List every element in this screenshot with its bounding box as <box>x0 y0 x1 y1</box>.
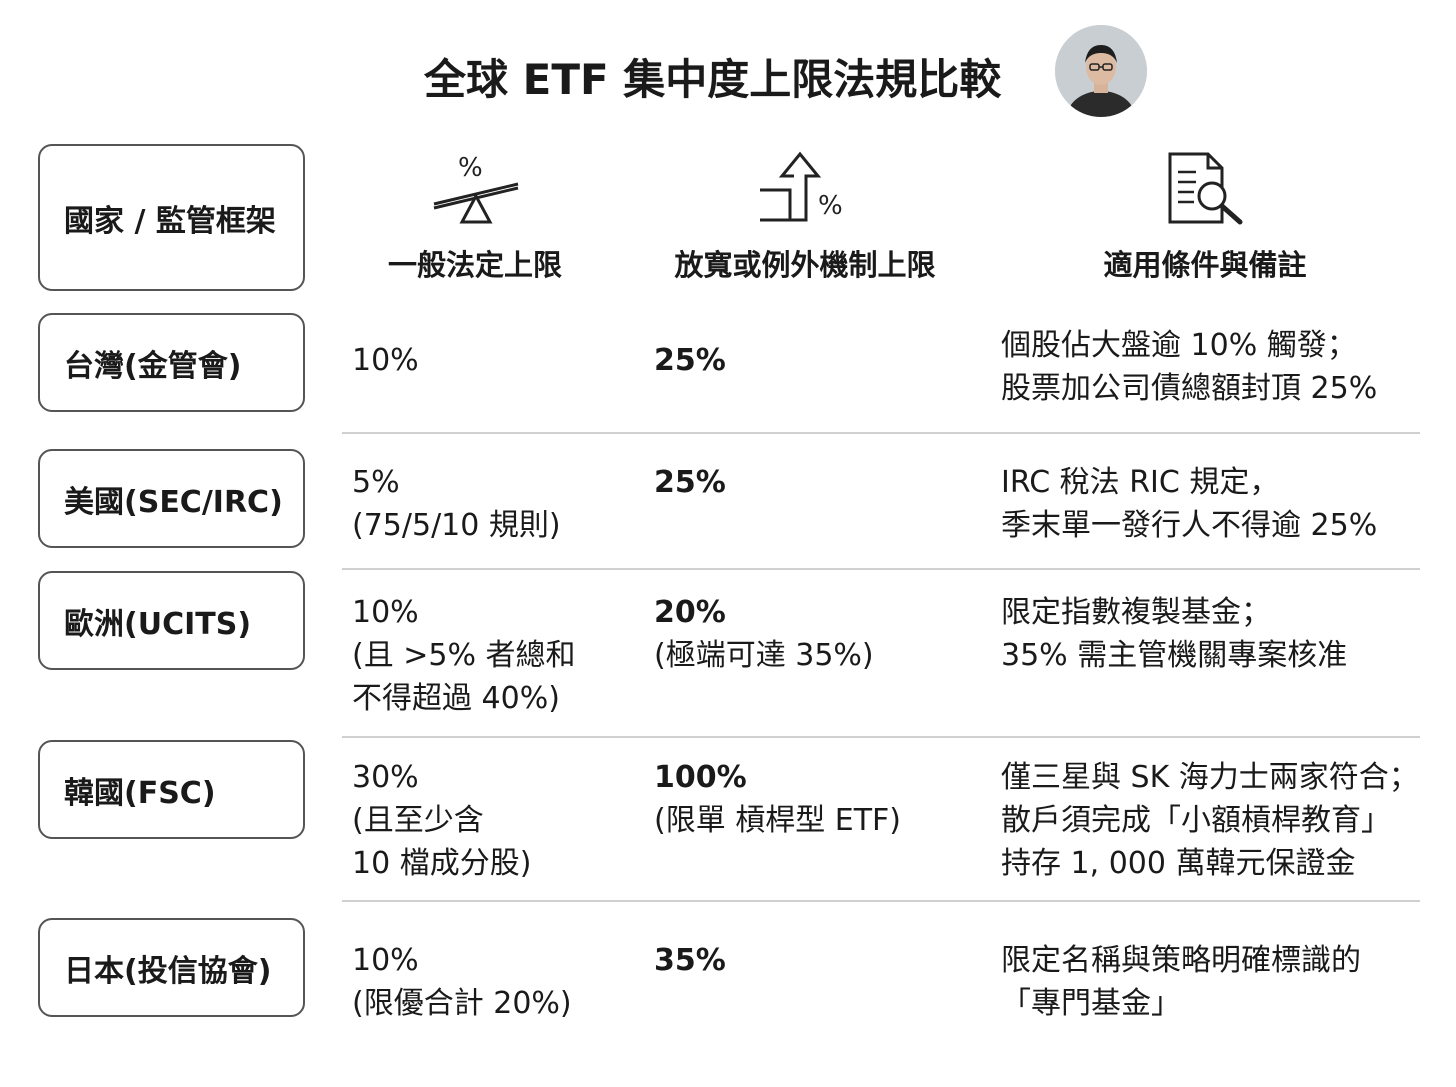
notes-cell: IRC 稅法 RIC 規定， 季末單一發行人不得逾 25% <box>1001 465 1378 543</box>
row-label-box-usa: 美國(SEC/IRC) <box>38 449 305 548</box>
country-label: 歐洲(UCITS) <box>64 606 252 642</box>
header-label: 國家 / 監管框架 <box>64 203 276 239</box>
document-search-icon <box>1166 150 1248 232</box>
relaxed-limit-cell: 25% <box>654 465 726 500</box>
row-label-box-korea: 韓國(FSC) <box>38 740 305 839</box>
scale-percent-icon: % <box>428 150 524 232</box>
relaxed-limit-cell: 100% (限單 槓桿型 ETF) <box>654 760 902 838</box>
country-label: 台灣(金管會) <box>64 348 242 384</box>
row-label-box-japan: 日本(投信協會) <box>38 918 305 1017</box>
general-limit-cell: 10% (且 >5% 者總和 不得超過 40%) <box>352 595 576 716</box>
notes-cell: 限定指數複製基金； 35% 需主管機關專案核准 <box>1001 595 1348 673</box>
notes-cell: 限定名稱與策略明確標識的 「專門基金」 <box>1001 943 1361 1021</box>
notes-cell: 個股佔大盤逾 10% 觸發； 股票加公司債總額封頂 25% <box>1001 328 1378 406</box>
relaxed-limit-cell: 25% <box>654 343 726 378</box>
arrow-up-percent-icon: % <box>756 150 852 232</box>
header-label-box: 國家 / 監管框架 <box>38 144 305 291</box>
general-limit-cell: 30% (且至少含 10 檔成分股) <box>352 760 532 881</box>
row-divider <box>342 568 1420 570</box>
avatar <box>1055 25 1147 117</box>
column-header-relaxed: 放寬或例外機制上限 <box>674 248 936 282</box>
relaxed-limit-cell: 35% <box>654 943 726 978</box>
row-divider <box>342 736 1420 738</box>
general-limit-cell: 10% (限優合計 20%) <box>352 943 572 1021</box>
country-label: 美國(SEC/IRC) <box>64 484 283 520</box>
notes-cell: 僅三星與 SK 海力士兩家符合； 散戶須完成「小額槓桿教育」 持存 1, 000… <box>1001 760 1419 881</box>
row-divider <box>342 900 1420 902</box>
svg-text:%: % <box>458 153 483 183</box>
row-label-box-taiwan: 台灣(金管會) <box>38 313 305 412</box>
svg-text:%: % <box>818 191 843 221</box>
row-divider <box>342 432 1420 434</box>
general-limit-cell: 5% (75/5/10 規則) <box>352 465 561 543</box>
page-title: 全球 ETF 集中度上限法規比較 <box>424 55 1002 104</box>
column-header-general: 一般法定上限 <box>387 248 562 282</box>
country-label: 日本(投信協會) <box>64 953 272 989</box>
country-label: 韓國(FSC) <box>64 775 216 811</box>
row-label-box-europe: 歐洲(UCITS) <box>38 571 305 670</box>
relaxed-limit-cell: 20% (極端可達 35%) <box>654 595 874 673</box>
column-header-notes: 適用條件與備註 <box>1103 248 1307 282</box>
general-limit-cell: 10% <box>352 343 419 378</box>
